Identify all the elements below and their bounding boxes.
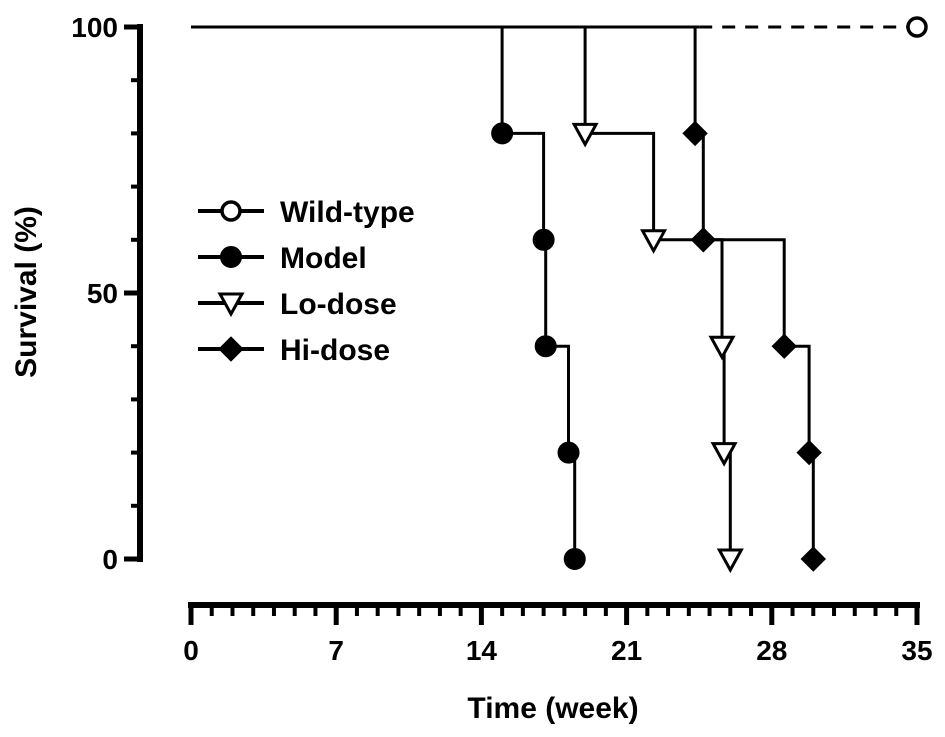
legend: Wild-type Model Lo-dose Hi-dose xyxy=(198,196,415,367)
x-tick-label: 0 xyxy=(183,635,199,666)
data-point-hi-dose xyxy=(771,333,797,359)
x-tick-label: 35 xyxy=(901,635,932,666)
x-tick-label: 28 xyxy=(756,635,787,666)
legend-label: Lo-dose xyxy=(280,288,397,321)
legend-marker-hi-dose xyxy=(218,336,244,362)
legend-item-model: Model xyxy=(198,242,367,275)
legend-label: Hi-dose xyxy=(280,334,390,367)
data-point-lo-dose xyxy=(708,335,736,361)
x-tick-label: 21 xyxy=(611,635,642,666)
data-point-model xyxy=(534,335,557,358)
y-axis-title: Survival (%) xyxy=(10,206,43,378)
y-tick-label: 100 xyxy=(71,12,118,43)
y-tick-label: 0 xyxy=(102,544,118,575)
legend-label: Model xyxy=(280,242,367,275)
data-point-hi-dose xyxy=(682,120,708,147)
legend-label: Wild-type xyxy=(280,196,415,229)
series-lo-dose xyxy=(191,25,744,574)
data-point-wild-type xyxy=(906,16,928,38)
data-point-lo-dose xyxy=(716,548,744,574)
data-point-model xyxy=(557,441,580,464)
data-point-hi-dose xyxy=(800,546,826,572)
series-layer xyxy=(191,16,928,574)
legend-marker-model xyxy=(220,246,242,268)
y-tick-label: 50 xyxy=(87,278,118,309)
data-point-model xyxy=(491,122,514,145)
legend-marker-wild-type xyxy=(220,200,242,222)
data-point-model xyxy=(532,228,555,251)
legend-item-wild-type: Wild-type xyxy=(198,196,415,229)
series-model xyxy=(191,25,586,570)
series-hi-dose xyxy=(191,25,826,572)
data-point-lo-dose xyxy=(571,122,599,148)
axes: 0 50 100 0 7 14 21 28 35 xyxy=(71,12,932,666)
data-point-lo-dose xyxy=(640,229,668,254)
data-point-model xyxy=(563,548,586,570)
data-point-hi-dose xyxy=(796,439,822,466)
series-line-lo-dose xyxy=(191,25,732,559)
data-point-lo-dose xyxy=(710,442,738,467)
data-point-hi-dose xyxy=(690,227,717,253)
x-axis-title: Time (week) xyxy=(467,692,638,725)
legend-item-hi-dose: Hi-dose xyxy=(198,334,390,367)
x-tick-label: 7 xyxy=(328,635,344,666)
x-tick-label: 14 xyxy=(466,635,498,666)
legend-item-lo-dose: Lo-dose xyxy=(198,288,397,321)
legend-marker-lo-dose xyxy=(217,292,245,318)
